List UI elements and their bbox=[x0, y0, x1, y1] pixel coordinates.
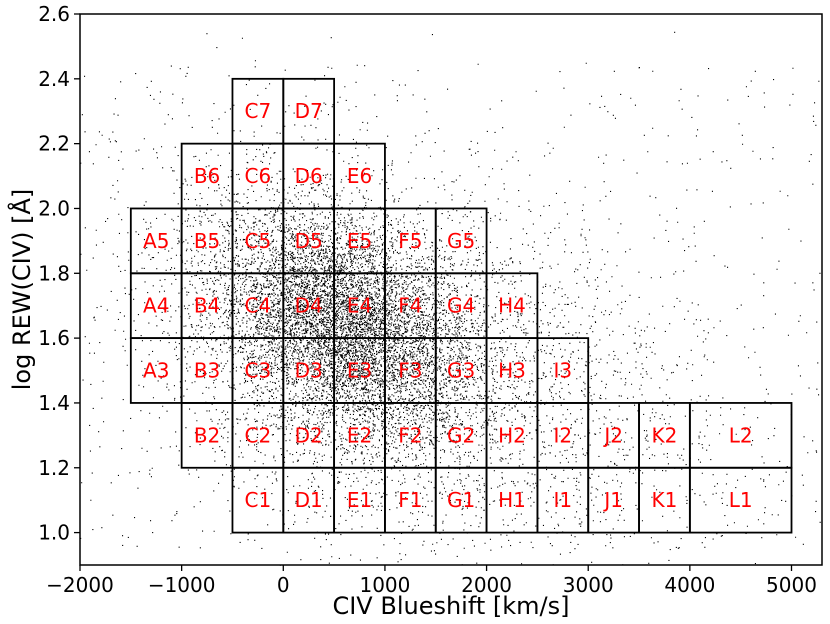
y-tick-label: 1.4 bbox=[38, 391, 70, 415]
y-tick-label: 1.0 bbox=[38, 521, 70, 545]
bin-label-c5: C5 bbox=[245, 229, 272, 253]
x-tick-label: 2000 bbox=[461, 573, 512, 597]
bin-label-e3: E3 bbox=[347, 359, 372, 383]
x-axis-label: CIV Blueshift [km/s] bbox=[332, 592, 569, 620]
x-tick-label: 4000 bbox=[664, 573, 715, 597]
x-tick-label: 0 bbox=[277, 573, 290, 597]
bin-label-c6: C6 bbox=[245, 164, 272, 188]
bin-label-e4: E4 bbox=[347, 294, 372, 318]
plot-frame bbox=[79, 13, 823, 566]
bin-label-k1: K1 bbox=[652, 488, 678, 512]
y-axis-ticks: 1.0 1.2 1.4 1.6 1.8 2.0 2.2 2.4 2.6 bbox=[38, 2, 80, 545]
bin-label-j1: J1 bbox=[602, 488, 623, 512]
bin-label-h2: H2 bbox=[498, 423, 526, 447]
x-tick-label: 1000 bbox=[359, 573, 410, 597]
bin-label-g3: G3 bbox=[447, 359, 475, 383]
x-tick-label: −1000 bbox=[148, 573, 216, 597]
y-tick-label: 2.4 bbox=[38, 67, 70, 91]
bin-label-b5: B5 bbox=[194, 229, 220, 253]
bin-label-d7: D7 bbox=[295, 99, 323, 123]
y-axis-label: log REW(CIV) [Å] bbox=[7, 189, 36, 391]
bin-label-a4: A4 bbox=[143, 294, 169, 318]
bin-label-l2: L2 bbox=[729, 423, 753, 447]
bin-labels: C7 D7 B6 C6 D6 E6 A5 B5 C5 D5 E5 F5 G5 A4 B4 C4 D4 E4 F4 G4… bbox=[143, 99, 753, 512]
bin-label-d1: D1 bbox=[295, 488, 323, 512]
bin-label-g2: G2 bbox=[447, 423, 475, 447]
bin-label-i2: I2 bbox=[553, 423, 572, 447]
y-tick-label: 2.2 bbox=[38, 132, 70, 156]
y-tick-label: 1.6 bbox=[38, 326, 70, 350]
x-tick-label: 5000 bbox=[766, 573, 817, 597]
bin-label-h4: H4 bbox=[498, 294, 526, 318]
bin-grid bbox=[129, 77, 793, 534]
bin-label-f2: F2 bbox=[398, 423, 422, 447]
bin-label-a5: A5 bbox=[143, 229, 169, 253]
x-tick-label: −2000 bbox=[46, 573, 114, 597]
y-tick-label: 1.8 bbox=[38, 261, 70, 285]
bin-label-i3: I3 bbox=[553, 359, 572, 383]
bin-label-c2: C2 bbox=[245, 423, 272, 447]
bin-label-f4: F4 bbox=[398, 294, 422, 318]
bin-label-l1: L1 bbox=[729, 488, 753, 512]
bin-label-c7: C7 bbox=[245, 99, 272, 123]
bin-label-f1: F1 bbox=[398, 488, 422, 512]
x-tick-label: 3000 bbox=[563, 573, 614, 597]
bin-label-g5: G5 bbox=[447, 229, 475, 253]
bin-label-c3: C3 bbox=[245, 359, 272, 383]
bin-label-d6: D6 bbox=[295, 164, 323, 188]
bin-label-e5: E5 bbox=[347, 229, 372, 253]
bin-label-h1: H1 bbox=[498, 488, 526, 512]
bin-label-b4: B4 bbox=[194, 294, 220, 318]
y-tick-label: 2.0 bbox=[38, 196, 70, 220]
bin-label-d4: D4 bbox=[295, 294, 323, 318]
y-tick-label: 2.6 bbox=[38, 2, 70, 26]
bin-l1 bbox=[688, 466, 793, 534]
bin-label-e6: E6 bbox=[347, 164, 372, 188]
bin-label-g4: G4 bbox=[447, 294, 475, 318]
bin-label-d5: D5 bbox=[295, 229, 323, 253]
bin-label-h3: H3 bbox=[498, 359, 526, 383]
bin-label-c4: C4 bbox=[245, 294, 272, 318]
bin-label-f3: F3 bbox=[398, 359, 422, 383]
bin-label-d2: D2 bbox=[295, 423, 323, 447]
y-tick-label: 1.2 bbox=[38, 456, 70, 480]
bin-label-b3: B3 bbox=[194, 359, 220, 383]
bin-label-i1: I1 bbox=[553, 488, 572, 512]
bin-label-d3: D3 bbox=[295, 359, 323, 383]
bin-label-f5: F5 bbox=[398, 229, 422, 253]
bin-label-k2: K2 bbox=[652, 423, 678, 447]
bin-label-b2: B2 bbox=[194, 423, 220, 447]
bin-label-b6: B6 bbox=[194, 164, 220, 188]
bin-label-c1: C1 bbox=[245, 488, 272, 512]
bin-label-e2: E2 bbox=[347, 423, 372, 447]
bin-label-g1: G1 bbox=[447, 488, 475, 512]
x-axis-ticks: −2000 −1000 0 1000 2000 3000 4000 5000 bbox=[46, 565, 817, 597]
bin-label-a3: A3 bbox=[143, 359, 169, 383]
bin-label-j2: J2 bbox=[602, 423, 623, 447]
bin-label-e1: E1 bbox=[347, 488, 372, 512]
